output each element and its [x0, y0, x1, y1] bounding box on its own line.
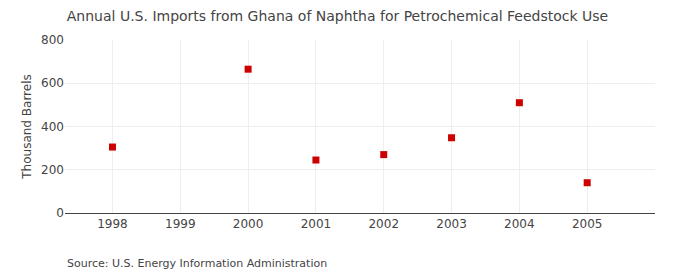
- svg-text:Thousand Barrels: Thousand Barrels: [20, 74, 34, 179]
- svg-text:1998: 1998: [97, 217, 128, 231]
- svg-text:2000: 2000: [233, 217, 264, 231]
- svg-text:Source: U.S. Energy Informatio: Source: U.S. Energy Information Administ…: [67, 257, 327, 270]
- svg-text:0: 0: [56, 206, 64, 220]
- svg-text:2001: 2001: [301, 217, 332, 231]
- svg-text:2004: 2004: [504, 217, 535, 231]
- svg-text:Annual U.S. Imports from Ghana: Annual U.S. Imports from Ghana of Naphth…: [67, 8, 608, 24]
- svg-text:200: 200: [41, 163, 64, 177]
- svg-text:400: 400: [41, 120, 64, 134]
- svg-text:2005: 2005: [572, 217, 603, 231]
- svg-text:2002: 2002: [368, 217, 399, 231]
- svg-text:2003: 2003: [436, 217, 467, 231]
- svg-text:1999: 1999: [165, 217, 196, 231]
- svg-text:800: 800: [41, 33, 64, 47]
- svg-text:600: 600: [41, 76, 64, 90]
